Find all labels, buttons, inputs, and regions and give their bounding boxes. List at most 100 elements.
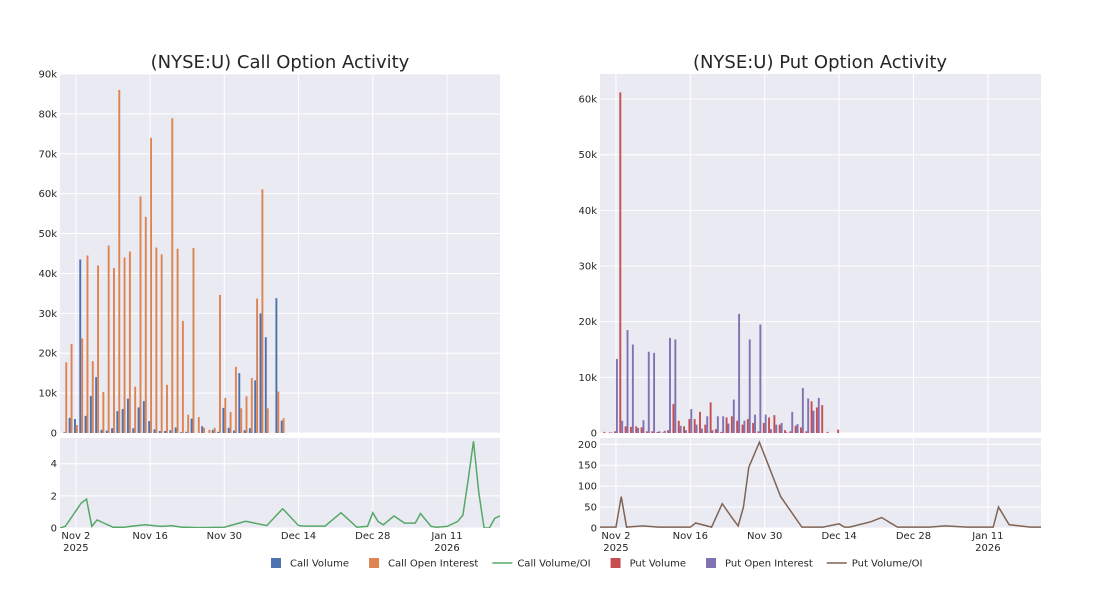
put-volume-bar bbox=[736, 420, 739, 433]
ratio-y-tick-label: 200 bbox=[578, 440, 597, 451]
put-volume-bar bbox=[725, 417, 728, 433]
call-volume-bar bbox=[89, 395, 92, 433]
put-volume-bar bbox=[629, 426, 632, 433]
put-volume-bar bbox=[619, 92, 622, 434]
put-volume-bar bbox=[794, 425, 797, 433]
put-volume-bar bbox=[635, 426, 638, 433]
put-volume-bar bbox=[704, 424, 707, 433]
x-tick-label: 2026 bbox=[975, 543, 1000, 554]
call-volume-bar bbox=[68, 417, 71, 433]
put-open-interest-bar bbox=[706, 416, 709, 433]
put-volume-bar bbox=[603, 431, 606, 433]
x-tick-label: Nov 2 bbox=[61, 531, 90, 542]
call-volume-bar bbox=[275, 298, 278, 433]
put-open-interest-bar bbox=[631, 344, 634, 433]
x-tick-label: Dec 14 bbox=[281, 531, 316, 542]
ratio-plot-area bbox=[600, 438, 1041, 528]
put-open-interest-bar bbox=[674, 339, 677, 433]
put-open-interest-bar bbox=[711, 430, 714, 433]
x-tick-label: Dec 28 bbox=[896, 531, 931, 542]
ratio-y-tick-label: 0 bbox=[591, 524, 597, 535]
call-open-interest-bar bbox=[128, 251, 131, 433]
put-volume-oi-line bbox=[600, 440, 1041, 528]
call-volume-bar bbox=[180, 432, 182, 433]
call-volume-bar bbox=[233, 430, 235, 433]
x-tick-label: Jan 11 bbox=[430, 531, 462, 542]
call-volume-oi-line bbox=[60, 441, 500, 528]
put-volume-bar bbox=[608, 432, 611, 433]
put-volume-bar bbox=[789, 431, 792, 433]
call-volume-bar bbox=[132, 428, 135, 433]
call-open-interest-bar bbox=[65, 362, 68, 433]
put-open-interest-bar bbox=[653, 352, 656, 433]
put-volume-bar bbox=[778, 424, 781, 433]
put-open-interest-bar bbox=[807, 398, 810, 433]
legend-item-call-volume: Call Volume bbox=[271, 558, 349, 570]
ratio-y-tick-label: 150 bbox=[578, 461, 597, 472]
call-option-chart: (NYSE:U) Call Option Activity 0 10k 20k 30k 4… bbox=[38, 52, 500, 554]
x-tick-label: Dec 14 bbox=[821, 531, 856, 542]
put-open-interest-bar bbox=[716, 416, 719, 433]
put-volume-bar bbox=[741, 424, 744, 433]
y-tick-label: 90k bbox=[38, 70, 57, 81]
put-open-interest-bar bbox=[685, 430, 687, 433]
y-tick-label: 70k bbox=[38, 149, 57, 160]
call-open-interest-bar bbox=[240, 408, 243, 433]
chart-title: (NYSE:U) Call Option Activity bbox=[151, 52, 410, 73]
put-volume-bar bbox=[624, 426, 627, 433]
call-volume-bar bbox=[222, 407, 225, 433]
main-plot-area bbox=[600, 74, 1041, 433]
put-volume-bar bbox=[730, 416, 733, 433]
y-tick-label: 0 bbox=[51, 429, 57, 440]
ratio-y-tick-label: 4 bbox=[51, 459, 57, 470]
call-open-interest-bar bbox=[81, 338, 84, 433]
legend-swatch bbox=[610, 558, 621, 568]
put-open-interest-bar bbox=[700, 428, 703, 433]
put-volume-bar bbox=[757, 431, 760, 433]
y-tick-label: 10k bbox=[38, 389, 57, 400]
y-tick-label: 40k bbox=[38, 269, 57, 280]
call-volume-bar bbox=[254, 380, 257, 433]
put-open-interest-series bbox=[610, 313, 820, 433]
call-volume-bar bbox=[238, 373, 241, 433]
put-volume-bar bbox=[693, 419, 696, 433]
call-open-interest-bar bbox=[245, 396, 248, 433]
put-volume-bar bbox=[667, 430, 670, 433]
put-volume-bar bbox=[768, 417, 771, 433]
call-open-interest-bar bbox=[266, 408, 269, 433]
put-open-interest-bar bbox=[817, 397, 820, 433]
call-open-interest-bar bbox=[144, 216, 147, 433]
call-open-interest-bar bbox=[203, 427, 206, 433]
put-open-interest-bar bbox=[791, 411, 794, 433]
put-volume-bar bbox=[614, 431, 616, 433]
call-open-interest-bar bbox=[97, 265, 100, 433]
call-open-interest-bar bbox=[256, 298, 259, 433]
x-tick-label: Dec 28 bbox=[355, 531, 390, 542]
call-volume-bar bbox=[280, 420, 283, 433]
call-open-interest-bar bbox=[208, 429, 211, 433]
put-open-interest-bar bbox=[748, 339, 751, 433]
put-volume-bar bbox=[656, 431, 659, 433]
main-plot-area bbox=[60, 74, 500, 433]
call-volume-bar bbox=[142, 401, 145, 433]
put-volume-bar bbox=[799, 427, 802, 433]
call-open-interest-bar bbox=[91, 361, 94, 433]
put-volume-bar bbox=[784, 430, 786, 433]
put-volume-bar bbox=[661, 432, 664, 433]
put-open-interest-bar bbox=[785, 432, 788, 433]
call-open-interest-bar bbox=[197, 417, 200, 433]
put-volume-bar bbox=[677, 420, 680, 433]
call-open-interest-bar bbox=[118, 89, 121, 434]
put-open-interest-bar bbox=[764, 414, 767, 433]
call-volume-bar bbox=[105, 430, 108, 433]
call-volume-bar bbox=[148, 421, 151, 433]
x-tick-label: Nov 2 bbox=[601, 531, 630, 542]
call-volume-bar bbox=[211, 429, 214, 433]
put-volume-bar bbox=[645, 431, 648, 433]
legend-item-put-volume-oi: Put Volume/OI bbox=[826, 559, 922, 570]
put-open-interest-bar bbox=[621, 420, 624, 433]
call-volume-bar bbox=[201, 426, 204, 433]
call-open-interest-bar bbox=[176, 248, 179, 433]
call-open-interest-bar bbox=[277, 391, 280, 433]
